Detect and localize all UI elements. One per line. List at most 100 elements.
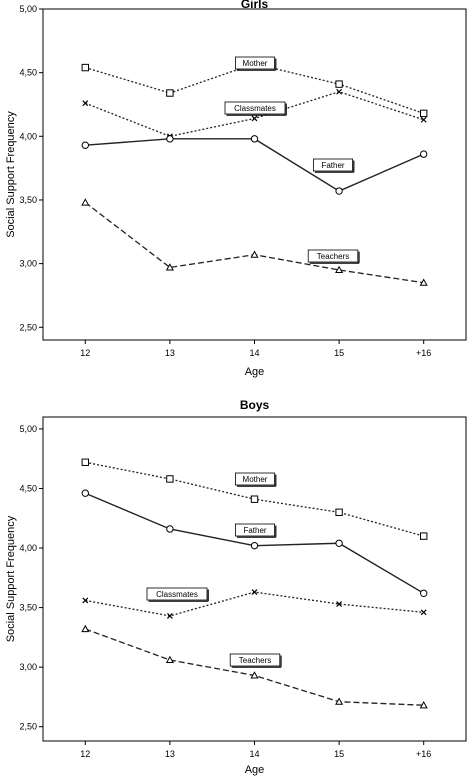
data-point-square — [420, 532, 428, 540]
data-point-square — [81, 63, 89, 72]
girls-chart: Girls 2,50 3,00 3,50 4,00 4,50 5,00 12 13 14 15 +16… — [5, 0, 467, 378]
series-teachers: Teachers — [81, 198, 428, 286]
data-point-square — [420, 109, 428, 118]
series-label-text: Mother — [243, 475, 268, 484]
series-label-box — [229, 653, 281, 667]
data-point-triangle — [419, 278, 428, 286]
data-point-circle — [420, 589, 428, 597]
series-mother: Mother — [81, 458, 428, 540]
series-label-text: Father — [243, 526, 266, 535]
data-point-square — [81, 458, 89, 466]
data-point-circle — [166, 135, 174, 143]
data-point-square — [335, 80, 343, 88]
data-point-x — [336, 88, 343, 95]
y-tick-label: 3,00 — [19, 662, 37, 672]
data-point-x — [251, 115, 258, 122]
data-point-circle — [81, 489, 90, 497]
y-tick-label: 5,00 — [19, 4, 37, 14]
data-point-square — [335, 508, 343, 516]
data-point-triangle — [250, 250, 259, 258]
data-point-circle — [335, 539, 343, 547]
y-tick-label: 3,00 — [19, 259, 37, 269]
data-point-triangle — [335, 265, 344, 274]
series-label-father: Father — [312, 158, 355, 173]
series-label-box — [146, 587, 208, 601]
data-point-x — [336, 601, 343, 607]
data-point-triangle — [419, 701, 428, 709]
data-point-x — [82, 100, 89, 107]
series-label-box — [312, 158, 353, 172]
data-point-triangle — [165, 263, 174, 271]
data-point-triangle — [165, 655, 174, 664]
data-point-x — [251, 589, 258, 596]
x-tick-label: 15 — [334, 749, 344, 759]
y-axis-title: Social Support Frequency — [5, 515, 17, 642]
series-label-text: Teachers — [239, 656, 271, 665]
series-label-text: Mother — [243, 59, 268, 68]
series-label-classmates: Classmates — [146, 587, 209, 602]
series-teachers: Teachers — [81, 624, 428, 709]
data-point-x — [82, 597, 89, 604]
series-label-box — [234, 56, 275, 70]
y-tick-label: 4,50 — [19, 483, 37, 493]
y-tick-label: 2,50 — [19, 322, 37, 332]
series-label-classmates: Classmates — [224, 101, 287, 116]
series-label-text: Classmates — [156, 590, 198, 599]
y-axis-title: Social Support Frequency — [5, 111, 17, 238]
x-tick-label: +16 — [416, 749, 431, 759]
series-label-father: Father — [234, 523, 277, 538]
series-line-teachers — [84, 201, 424, 284]
data-point-circle — [250, 135, 259, 143]
data-point-square — [166, 475, 174, 483]
series-label-mother: Mother — [234, 56, 277, 71]
chart-title: Boys — [240, 398, 270, 412]
data-point-circle — [166, 525, 174, 533]
x-tick-label: +16 — [416, 348, 431, 358]
series-label-teachers: Teachers — [229, 653, 282, 668]
x-tick-label: 13 — [165, 749, 175, 759]
series-label-mother: Mother — [234, 472, 277, 487]
plot-area-frame — [42, 416, 467, 742]
y-tick-label: 5,00 — [19, 424, 37, 434]
series-label-box — [224, 101, 286, 115]
data-point-x — [166, 613, 173, 619]
series-line-classmates — [85, 591, 424, 617]
series-label-text: Father — [321, 161, 344, 170]
boys-chart: Boys 2,50 3,00 3,50 4,00 4,50 5,00 12 13 14 15 +16 A… — [5, 398, 467, 776]
data-point-square — [250, 495, 259, 503]
data-point-triangle — [335, 697, 344, 705]
series-classmates: Classmates — [82, 587, 427, 619]
data-point-triangle — [81, 198, 90, 206]
x-tick-label: 12 — [80, 348, 90, 358]
x-tick-label: 14 — [249, 749, 259, 759]
series-label-text: Teachers — [317, 252, 349, 261]
data-point-x — [420, 116, 427, 123]
series-classmates: Classmates — [82, 88, 427, 140]
series-label-box — [234, 472, 275, 486]
series-label-text: Classmates — [234, 104, 276, 113]
series-father: Father — [81, 135, 428, 195]
series-label-box — [307, 249, 359, 263]
data-point-circle — [420, 150, 428, 158]
x-tick-label: 14 — [249, 348, 259, 358]
y-tick-label: 4,00 — [19, 543, 37, 553]
x-tick-label: 15 — [334, 348, 344, 358]
y-tick-label: 3,50 — [19, 195, 37, 205]
y-tick-label: 4,00 — [19, 131, 37, 141]
data-point-circle — [335, 187, 343, 195]
y-tick-label: 4,50 — [19, 68, 37, 78]
x-tick-label: 12 — [80, 749, 90, 759]
series-line-father — [85, 138, 424, 192]
data-point-circle — [81, 141, 90, 149]
data-point-triangle — [250, 671, 259, 679]
series-father: Father — [81, 489, 428, 597]
x-axis-title: Age — [245, 366, 265, 378]
data-point-square — [166, 89, 174, 97]
y-tick-label: 3,50 — [19, 603, 37, 613]
series-label-box — [234, 523, 275, 537]
data-point-x — [420, 609, 427, 616]
y-tick-label: 2,50 — [19, 722, 37, 732]
data-point-triangle — [81, 624, 90, 633]
chart-title: Girls — [241, 0, 269, 11]
